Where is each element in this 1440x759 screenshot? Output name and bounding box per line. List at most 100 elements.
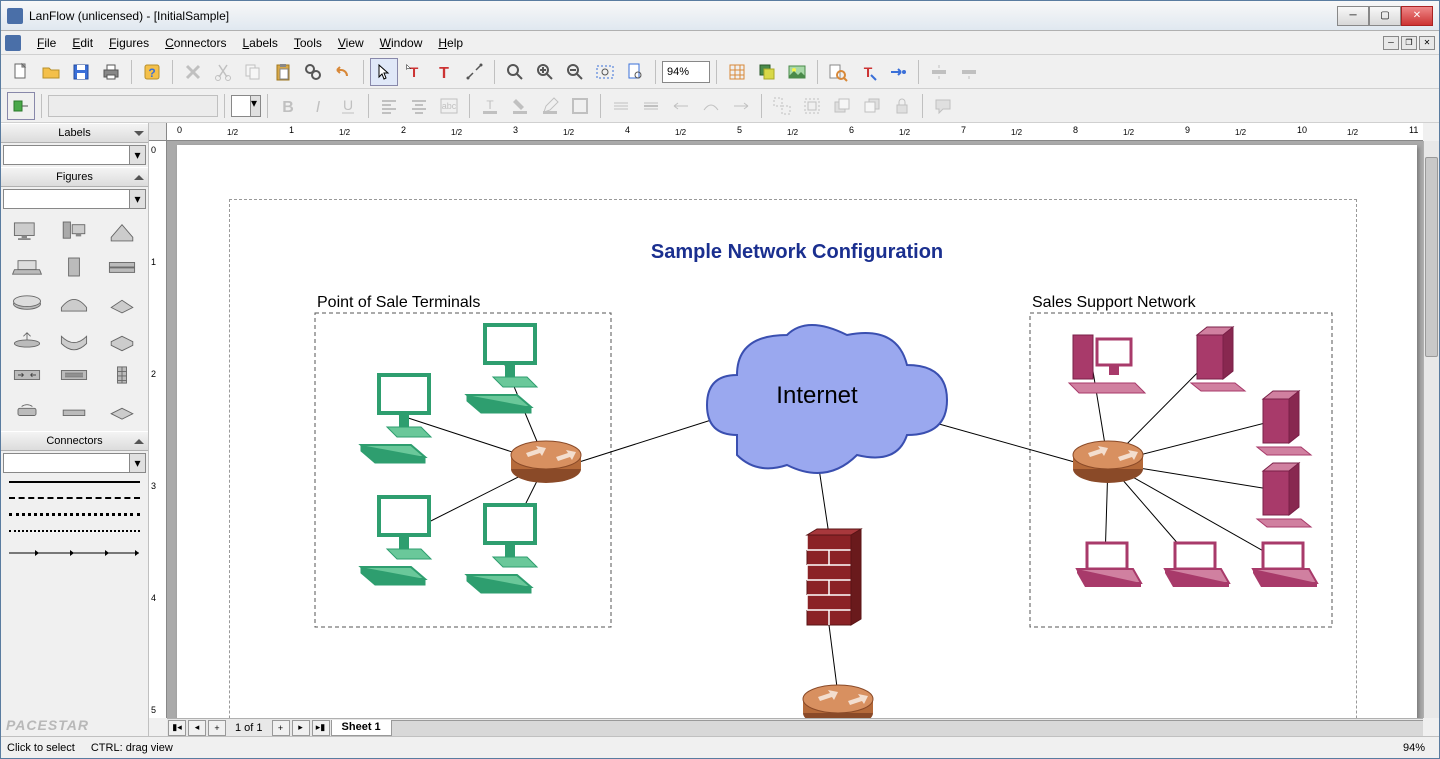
vertical-scrollbar[interactable]	[1423, 141, 1439, 718]
line-style-b[interactable]	[637, 92, 665, 120]
grid-button[interactable]	[723, 58, 751, 86]
bold-button[interactable]: B	[274, 92, 302, 120]
connector-dotted-large[interactable]	[9, 513, 140, 516]
comment-button[interactable]	[929, 92, 957, 120]
doc-minimize-button[interactable]: ─	[1383, 36, 1399, 50]
copy-button[interactable]	[239, 58, 267, 86]
figure-server[interactable]	[53, 251, 97, 283]
menu-figures[interactable]: Figures	[101, 34, 157, 52]
connector-solid[interactable]	[9, 481, 140, 483]
zoom-out-button[interactable]	[561, 58, 589, 86]
figure-rack[interactable]	[100, 251, 144, 283]
maximize-button[interactable]: ▢	[1369, 6, 1401, 26]
figure-monitor[interactable]	[5, 215, 49, 247]
figure-laptop[interactable]	[5, 251, 49, 283]
figure-router[interactable]	[5, 287, 49, 319]
zoom-page-button[interactable]	[621, 58, 649, 86]
search-text-button[interactable]	[824, 58, 852, 86]
menu-labels[interactable]: Labels	[234, 34, 285, 52]
labels-combo[interactable]: ▾	[3, 145, 146, 165]
layers-button[interactable]	[753, 58, 781, 86]
select-tool[interactable]	[370, 58, 398, 86]
new-button[interactable]	[7, 58, 35, 86]
zoom-fit-button[interactable]	[591, 58, 619, 86]
minimize-button[interactable]: ─	[1337, 6, 1369, 26]
text-tool-a[interactable]: T	[400, 58, 428, 86]
sheet-add-before-button[interactable]: +	[208, 720, 226, 736]
style-combo[interactable]	[48, 95, 218, 117]
figure-firewall[interactable]	[100, 359, 144, 391]
align-button-b[interactable]	[955, 58, 983, 86]
fill-color-picker[interactable]: ▾	[231, 95, 261, 117]
menu-file[interactable]: File	[29, 34, 64, 52]
align-left-button[interactable]	[375, 92, 403, 120]
align-button-a[interactable]	[925, 58, 953, 86]
text-tool-b[interactable]: T	[430, 58, 458, 86]
help-button[interactable]: ?	[138, 58, 166, 86]
figure-patch[interactable]	[53, 359, 97, 391]
group-button[interactable]	[768, 92, 796, 120]
pen-button[interactable]	[536, 92, 564, 120]
cut-button[interactable]	[209, 58, 237, 86]
text-color-button[interactable]: T	[476, 92, 504, 120]
lock-button[interactable]	[888, 92, 916, 120]
figure-curve[interactable]	[53, 287, 97, 319]
canvas[interactable]: Sample Network Configuration Point of Sa…	[167, 141, 1423, 718]
sheet-last-button[interactable]: ▸▮	[312, 720, 330, 736]
figure-tower[interactable]	[100, 215, 144, 247]
zoom-input[interactable]	[662, 61, 710, 83]
figure-switch[interactable]	[5, 359, 49, 391]
figure-modem[interactable]	[53, 395, 97, 427]
flow-button[interactable]	[884, 58, 912, 86]
figures-combo[interactable]: ▾	[3, 189, 146, 209]
italic-button[interactable]: I	[304, 92, 332, 120]
connectors-panel-header[interactable]: Connectors	[1, 431, 148, 451]
figure-node[interactable]	[100, 287, 144, 319]
open-button[interactable]	[37, 58, 65, 86]
align-center-button[interactable]	[405, 92, 433, 120]
connector-arrows[interactable]	[9, 546, 140, 560]
figure-ap[interactable]	[5, 395, 49, 427]
menu-edit[interactable]: Edit	[64, 34, 101, 52]
figure-hub[interactable]	[100, 323, 144, 355]
underline-button[interactable]: U	[334, 92, 362, 120]
sheet-prev-button[interactable]: ◂	[188, 720, 206, 736]
labels-panel-header[interactable]: Labels	[1, 123, 148, 143]
arrow-curve[interactable]	[697, 92, 725, 120]
scrollbar-thumb[interactable]	[1425, 157, 1438, 357]
line-style-a[interactable]	[607, 92, 635, 120]
back-button[interactable]	[858, 92, 886, 120]
paste-button[interactable]	[269, 58, 297, 86]
highlight-button[interactable]	[506, 92, 534, 120]
arrow-start[interactable]	[667, 92, 695, 120]
sheet-tab[interactable]: Sheet 1	[331, 720, 392, 736]
menu-window[interactable]: Window	[372, 34, 431, 52]
zoom-in-button[interactable]	[531, 58, 559, 86]
connector-tool[interactable]	[460, 58, 488, 86]
menu-view[interactable]: View	[330, 34, 372, 52]
text-style-button[interactable]: T	[854, 58, 882, 86]
doc-restore-button[interactable]: ❐	[1401, 36, 1417, 50]
doc-close-button[interactable]: ✕	[1419, 36, 1435, 50]
sheet-next-button[interactable]: ▸	[292, 720, 310, 736]
connectors-combo[interactable]: ▾	[3, 453, 146, 473]
figure-pc[interactable]	[53, 215, 97, 247]
close-button[interactable]: ✕	[1401, 6, 1433, 26]
sheet-first-button[interactable]: ▮◂	[168, 720, 186, 736]
menu-connectors[interactable]: Connectors	[157, 34, 234, 52]
ungroup-button[interactable]	[798, 92, 826, 120]
figure-wifi[interactable]	[5, 323, 49, 355]
page[interactable]: Sample Network Configuration Point of Sa…	[177, 145, 1417, 718]
save-button[interactable]	[67, 58, 95, 86]
undo-button[interactable]	[329, 58, 357, 86]
figures-panel-header[interactable]: Figures	[1, 167, 148, 187]
arrow-end[interactable]	[727, 92, 755, 120]
figure-card[interactable]	[100, 395, 144, 427]
image-button[interactable]	[783, 58, 811, 86]
print-button[interactable]	[97, 58, 125, 86]
figure-bridge[interactable]	[53, 323, 97, 355]
front-button[interactable]	[828, 92, 856, 120]
delete-button[interactable]	[179, 58, 207, 86]
anchor-left-button[interactable]	[7, 92, 35, 120]
sheet-add-after-button[interactable]: +	[272, 720, 290, 736]
